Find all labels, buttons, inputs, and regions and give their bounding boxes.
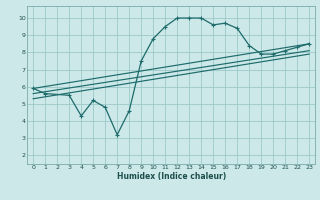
X-axis label: Humidex (Indice chaleur): Humidex (Indice chaleur) <box>116 172 226 181</box>
